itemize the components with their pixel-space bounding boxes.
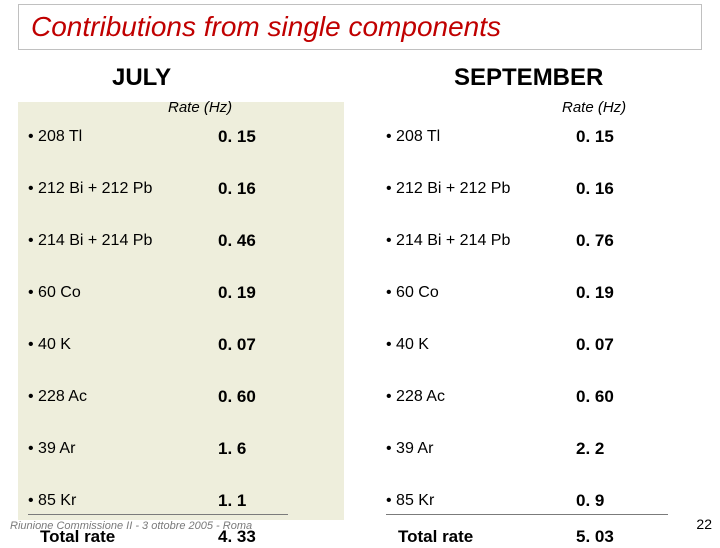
component-label: • 212 Bi + 212 Pb [386,180,576,198]
table-row: • 208 Tl0. 15 [28,126,334,148]
rate-value: 0. 60 [576,387,614,407]
rate-value: 0. 19 [218,283,256,303]
table-row: • 60 Co0. 19 [386,282,692,304]
table-row: • 85 Kr0. 9 [386,490,692,512]
rate-value: 0. 07 [218,335,256,355]
table-row: • 228 Ac0. 60 [386,386,692,408]
component-label: • 40 K [28,336,218,354]
rate-value: 0. 15 [218,127,256,147]
page-number: 22 [696,516,712,532]
component-label: • 40 K [386,336,576,354]
component-label: • 214 Bi + 214 Pb [28,232,218,250]
rate-value: 0. 60 [218,387,256,407]
component-label: • 212 Bi + 212 Pb [28,180,218,198]
rate-header-right: Rate (Hz) [562,99,626,116]
total-value: 5. 03 [576,527,614,547]
panel-july: Rate (Hz) • 208 Tl0. 15 • 212 Bi + 212 Pb… [18,102,344,520]
total-row: Total rate5. 03 [398,526,692,548]
rate-value: 0. 07 [576,335,614,355]
rate-header-left: Rate (Hz) [168,99,232,116]
component-label: • 60 Co [386,284,576,302]
table-row: • 39 Ar1. 6 [28,438,334,460]
component-label: • 85 Kr [28,492,218,510]
footer-text: Riunione Commissione II - 3 ottobre 2005… [10,520,252,532]
rate-value: 0. 76 [576,231,614,251]
rate-value: 0. 46 [218,231,256,251]
divider [386,514,668,515]
month-heading-july: JULY [112,64,171,92]
table-row: • 212 Bi + 212 Pb0. 16 [28,178,334,200]
total-label: Total rate [398,527,576,547]
rate-value: 1. 6 [218,439,246,459]
rate-value: 0. 16 [218,179,256,199]
slide-title-box: Contributions from single components [18,4,702,50]
table-row: • 39 Ar2. 2 [386,438,692,460]
divider [28,514,288,515]
rate-value: 0. 19 [576,283,614,303]
rate-value: 0. 9 [576,491,604,511]
table-row: • 40 K0. 07 [28,334,334,356]
table-row: • 212 Bi + 212 Pb0. 16 [386,178,692,200]
component-label: • 85 Kr [386,492,576,510]
rate-value: 0. 15 [576,127,614,147]
table-row: • 214 Bi + 214 Pb0. 46 [28,230,334,252]
table-row: • 85 Kr1. 1 [28,490,334,512]
component-label: • 39 Ar [28,440,218,458]
component-label: • 60 Co [28,284,218,302]
component-label: • 228 Ac [386,388,576,406]
rate-value: 0. 16 [576,179,614,199]
rate-value: 2. 2 [576,439,604,459]
table-row: • 208 Tl0. 15 [386,126,692,148]
rate-value: 1. 1 [218,491,246,511]
month-heading-september: SEPTEMBER [454,64,603,92]
component-label: • 39 Ar [386,440,576,458]
table-row: • 214 Bi + 214 Pb0. 76 [386,230,692,252]
table-row: • 228 Ac0. 60 [28,386,334,408]
slide-title: Contributions from single components [31,11,501,43]
table-row: • 60 Co0. 19 [28,282,334,304]
component-label: • 214 Bi + 214 Pb [386,232,576,250]
table-row: • 40 K0. 07 [386,334,692,356]
component-label: • 208 Tl [28,128,218,146]
component-label: • 208 Tl [386,128,576,146]
panel-september: Rate (Hz) • 208 Tl0. 15 • 212 Bi + 212 Pb… [376,102,702,520]
component-label: • 228 Ac [28,388,218,406]
